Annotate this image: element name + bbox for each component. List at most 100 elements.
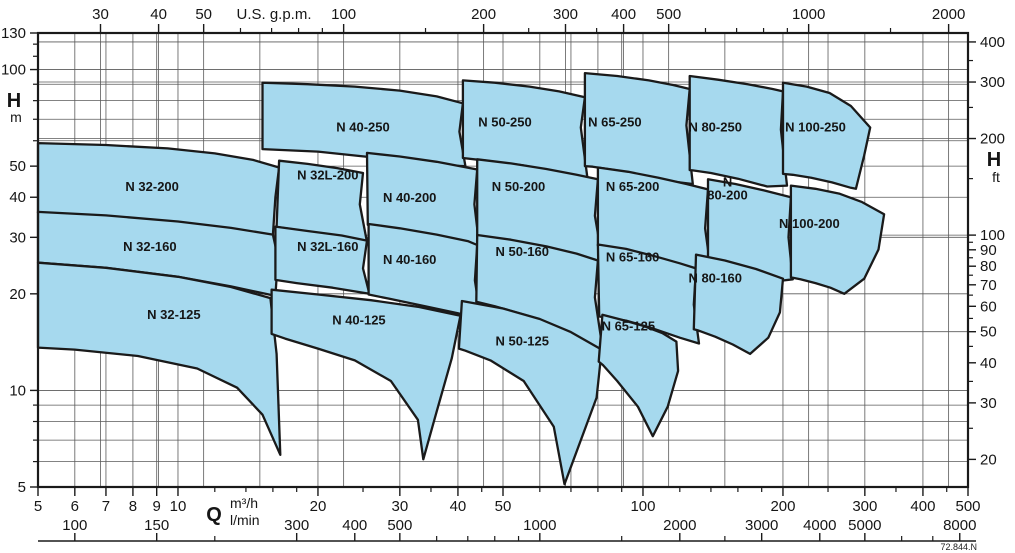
flow-lmin-tick-label: 5000 [848,517,881,534]
head-ft-tick-label: 200 [980,131,1005,148]
flow-lmin-tick-label: 300 [284,517,309,534]
flow-m3h-tick-label: 20 [310,498,327,515]
head-ft-tick-label: 50 [980,324,997,341]
head-ft-tick-label: 40 [980,355,997,372]
pump-region-label: 80-200 [707,187,747,202]
pump-region-n-100-200[interactable] [789,184,886,295]
pump-region-n-80-250[interactable] [688,74,789,188]
head-ft-axis-unit: ft [992,169,1000,185]
pump-region-label: N 40-160 [383,252,436,267]
head-m-tick-label: 50 [9,158,26,175]
flow-axis-unit-m3h: m³/h [230,495,258,511]
gpm-tick-label: 400 [611,6,636,23]
flow-m3h-tick-label: 9 [153,498,161,515]
pump-region-label: N 50-125 [496,334,549,349]
gpm-axis-unit: U.S. g.p.m. [236,6,311,23]
flow-m3h-tick-label: 7 [102,498,110,515]
gpm-tick-label: 1000 [792,6,825,23]
flow-m3h-tick-label: 100 [630,498,655,515]
axis-head-m: 130 100 50 40 30 20 10 5 Hm [1,25,38,496]
pump-region-label: N 32-125 [147,307,200,322]
head-m-tick-label: 100 [1,62,26,79]
pump-region-n-65-125[interactable] [597,313,680,438]
head-m-axis-symbol: H [7,90,21,112]
axis-flow-lmin: 100 150 300 400 500 1000 2000 3000 4000 5000 8000 [38,517,976,542]
head-m-tick-label: 30 [9,229,26,246]
pump-region-label: N 40-125 [332,313,385,328]
pump-region-label: N 50-200 [492,179,545,194]
flow-m3h-tick-label: 400 [910,498,935,515]
pump-region-label: N 40-200 [383,190,436,205]
head-ft-axis-symbol: H [987,149,1001,171]
pump-region-label: N 80-160 [688,271,741,286]
flow-m3h-tick-label: 30 [391,498,408,515]
flow-m3h-tick-label: 200 [770,498,795,515]
flow-lmin-tick-label: 150 [144,517,169,534]
pump-region-label: N 32-200 [125,179,178,194]
pump-region-label: N [723,174,732,189]
gpm-tick-label: 100 [331,6,356,23]
pump-region-n-40-125[interactable] [270,288,462,461]
gpm-tick-label: 2000 [932,6,965,23]
flow-lmin-tick-label: 500 [387,517,412,534]
flow-axis-symbol: Q [206,504,222,526]
pump-region-label: N 50-160 [496,244,549,259]
flow-m3h-tick-label: 300 [852,498,877,515]
flow-m3h-tick-label: 50 [495,498,512,515]
head-ft-tick-label: 30 [980,395,997,412]
pump-region-label: N 65-160 [606,249,659,264]
head-ft-tick-label: 70 [980,277,997,294]
head-m-tick-label: 130 [1,25,26,42]
head-ft-tick-label: 60 [980,298,997,315]
drawing-number: 72.844.N [940,542,977,552]
flow-lmin-tick-label: 3000 [745,517,778,534]
pump-region-label: N 100-250 [785,119,846,134]
head-ft-tick-label: 90 [980,242,997,259]
flow-axis-unit-block: Qm³/hl/min [206,495,259,528]
pump-region-n-80-160[interactable] [692,253,785,356]
flow-lmin-tick-label: 4000 [803,517,836,534]
gpm-tick-label: 300 [553,6,578,23]
pump-region-label: N 50-250 [478,114,531,129]
pump-region-label: N 80-250 [688,119,741,134]
head-m-tick-label: 20 [9,286,26,303]
gpm-tick-label: 200 [471,6,496,23]
pump-region-n-32-125[interactable] [36,261,282,456]
head-ft-tick-label: 20 [980,451,997,468]
pump-region-label: N 32L-160 [297,239,358,254]
flow-lmin-tick-label: 400 [342,517,367,534]
pump-region-n-100-250[interactable] [781,81,872,190]
gpm-tick-label: 50 [195,6,212,23]
gpm-tick-label: 40 [150,6,167,23]
pump-region-label: N 100-200 [779,216,840,231]
axis-flow-m3h: 5 6 7 8 9 10 20 30 40 50 100 200 300 400 500 [34,487,981,515]
axis-gpm: 30 40 50 100 200 300 400 500 1000 2000 U.S. g.p.m. [92,6,965,33]
pump-region-label: N 65-250 [588,114,641,129]
pump-region-label: N 65-125 [602,319,655,334]
pump-region-labels: N 40-250 N 50-250 N 65-250 N 80-250 N 100-25… [123,114,846,348]
pump-region-label: N 32L-200 [297,167,358,182]
pump-region-label: N 32-160 [123,239,176,254]
pump-region-n-65-250[interactable] [583,71,694,186]
flow-m3h-tick-label: 40 [450,498,467,515]
head-ft-tick-label: 80 [980,258,997,275]
gpm-tick-label: 30 [92,6,109,23]
head-m-tick-label: 10 [9,382,26,399]
pump-region-n-40-250[interactable] [261,81,467,168]
pump-region-label: N 65-200 [606,179,659,194]
pump-region-label: N 40-250 [336,119,389,134]
pump-region-n-32l-160[interactable] [274,225,371,295]
head-m-axis-unit: m [10,109,22,125]
flow-axis-unit-lmin: l/min [230,512,260,528]
head-ft-tick-label: 400 [980,34,1005,51]
pump-region-n-50-125[interactable] [457,299,603,486]
flow-lmin-tick-label: 100 [62,517,87,534]
flow-lmin-tick-label: 2000 [663,517,696,534]
gpm-tick-label: 500 [656,6,681,23]
pump-regions [36,71,886,486]
flow-m3h-tick-label: 500 [955,498,980,515]
flow-m3h-tick-label: 10 [170,498,187,515]
